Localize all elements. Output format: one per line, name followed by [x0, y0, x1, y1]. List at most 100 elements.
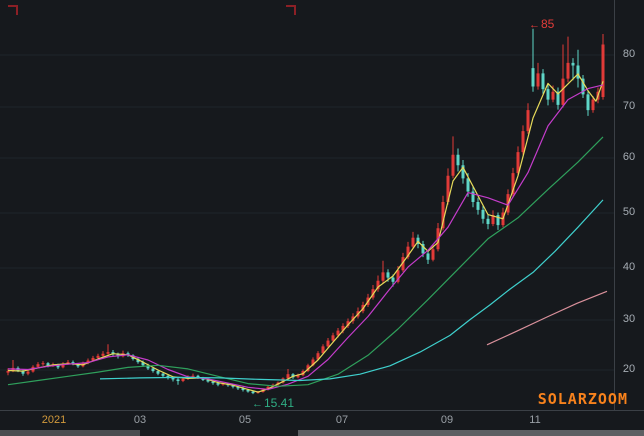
- candle-body: [331, 335, 335, 341]
- candle-body: [581, 78, 585, 95]
- x-axis: 2021 03 05 07 09 11: [0, 412, 644, 430]
- candle-body: [456, 154, 460, 166]
- high-price-annotation: ←85: [529, 18, 554, 31]
- candle-body: [381, 272, 385, 281]
- candle-body: [246, 389, 250, 392]
- candle-body: [71, 362, 75, 365]
- low-price-annotation: ←15.41: [252, 397, 294, 410]
- candle-body: [6, 371, 10, 373]
- candle-body: [586, 94, 590, 111]
- candle-body: [216, 383, 220, 385]
- candle-body: [566, 62, 570, 79]
- candle-body: [211, 381, 215, 384]
- candle-body: [236, 386, 240, 389]
- candle-body: [516, 152, 520, 174]
- candle-body: [311, 359, 315, 366]
- candle-body: [46, 363, 50, 366]
- candle-body: [496, 215, 500, 226]
- candle-body: [601, 44, 605, 97]
- candle-body: [146, 365, 150, 369]
- candle-body: [421, 244, 425, 254]
- candle-body: [101, 353, 105, 356]
- y-tick-label: 20: [622, 363, 636, 375]
- candle-body: [196, 375, 200, 378]
- candle-body: [486, 218, 490, 225]
- candle-body: [76, 364, 80, 367]
- candle-body: [166, 375, 170, 378]
- candle-body: [36, 364, 40, 367]
- candle-body: [536, 73, 540, 87]
- candle-body: [286, 374, 290, 379]
- candle-body: [151, 368, 155, 372]
- arrow-left-icon: ←: [252, 398, 263, 410]
- candle-body: [266, 386, 270, 390]
- candle-body: [41, 363, 45, 365]
- candle-body: [161, 373, 165, 376]
- ma-mid-magenta-line: [7, 84, 604, 390]
- scrollbar-segment[interactable]: [0, 430, 140, 436]
- candle-body: [451, 154, 455, 176]
- candle-body: [241, 388, 245, 390]
- candle-body: [176, 379, 180, 382]
- candle-body: [26, 371, 30, 374]
- candle-body: [571, 62, 575, 66]
- candle-body: [466, 178, 470, 192]
- candle-body: [321, 346, 325, 354]
- candle-body: [491, 215, 495, 225]
- x-tick-label: 2021: [41, 414, 67, 426]
- candle-body: [66, 362, 70, 364]
- ma-long-cyan-line: [99, 199, 604, 382]
- candle-body: [511, 173, 515, 195]
- candlestick-chart[interactable]: [0, 0, 644, 412]
- y-tick-label: 80: [622, 48, 636, 60]
- scrollbar-segment[interactable]: [298, 430, 644, 436]
- candle-body: [181, 378, 185, 382]
- candle-body: [106, 352, 110, 354]
- candle-body: [406, 246, 410, 258]
- plot-svg[interactable]: [0, 0, 644, 412]
- high-price-value: 85: [541, 17, 555, 31]
- candle-body: [481, 209, 485, 219]
- x-tick-label: 11: [529, 414, 541, 426]
- y-tick-label: 50: [622, 206, 636, 218]
- x-tick-label: 03: [133, 414, 147, 426]
- candle-body: [56, 364, 60, 368]
- candle-body: [141, 362, 145, 366]
- candle-body: [546, 89, 550, 100]
- candle-body: [461, 165, 465, 179]
- y-tick-label: 40: [622, 261, 636, 273]
- candles: [6, 28, 605, 395]
- event-marker-icon: [8, 5, 18, 15]
- y-tick-label: 60: [622, 151, 636, 163]
- event-marker-icon: [286, 5, 296, 15]
- ma-slow-green-line: [7, 136, 604, 387]
- candle-body: [191, 375, 195, 377]
- candle-body: [231, 385, 235, 387]
- candle-body: [86, 360, 90, 364]
- scrollbar[interactable]: [0, 430, 644, 436]
- candle-body: [171, 377, 175, 380]
- candle-body: [396, 270, 400, 282]
- candle-body: [91, 357, 95, 361]
- candle-body: [441, 202, 445, 229]
- candle-body: [341, 325, 345, 331]
- candle-body: [251, 391, 255, 394]
- watermark-logo: SOLARZOOM: [537, 390, 628, 408]
- candle-body: [556, 91, 560, 105]
- candle-body: [561, 78, 565, 105]
- candle-body: [431, 249, 435, 260]
- candle-body: [386, 272, 390, 278]
- candle-body: [136, 358, 140, 363]
- candle-body: [541, 73, 545, 90]
- candle-body: [221, 383, 225, 385]
- candle-body: [591, 99, 595, 111]
- candle-body: [576, 65, 580, 79]
- candle-body: [336, 330, 340, 336]
- candle-body: [326, 340, 330, 347]
- candle-body: [401, 257, 405, 271]
- candle-body: [346, 321, 350, 326]
- candle-body: [391, 277, 395, 282]
- candle-body: [526, 110, 530, 132]
- candle-body: [306, 365, 310, 372]
- scrollbar-segment[interactable]: [140, 430, 298, 436]
